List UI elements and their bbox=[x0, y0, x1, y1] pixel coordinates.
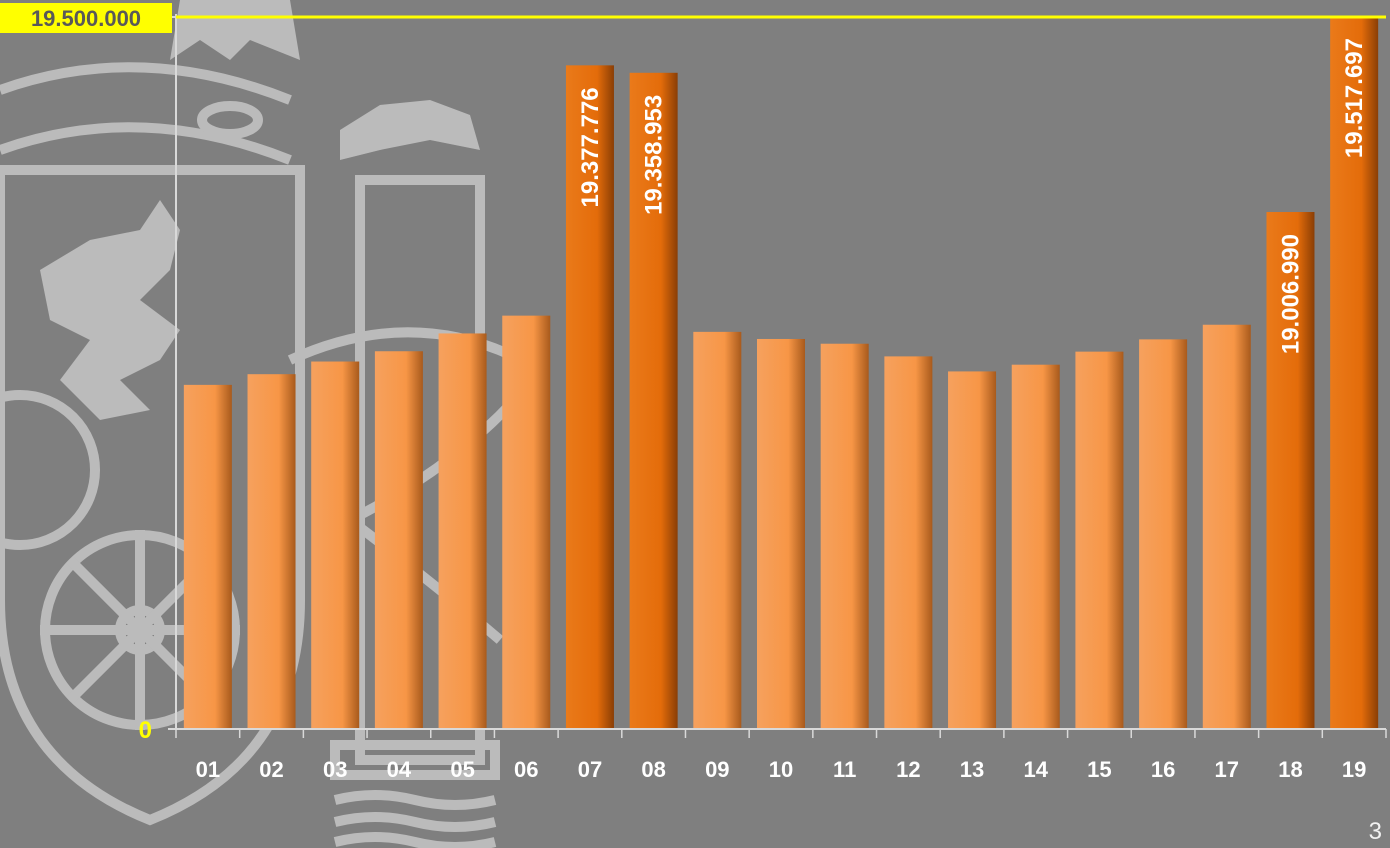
bar-16 bbox=[1139, 339, 1188, 729]
x-tick-label-10: 10 bbox=[769, 757, 793, 782]
value-label-19: 19.517.697 bbox=[1341, 38, 1368, 158]
value-label-08: 19.358.953 bbox=[641, 95, 668, 215]
y-tick-label-0: 0 bbox=[139, 717, 152, 744]
bar-07 bbox=[565, 65, 614, 730]
x-tick-label-06: 06 bbox=[514, 757, 538, 782]
bar-11 bbox=[820, 343, 869, 729]
bar-15 bbox=[1075, 351, 1124, 729]
bar-10 bbox=[757, 338, 805, 729]
bar-08 bbox=[629, 72, 678, 729]
x-tick-label-05: 05 bbox=[450, 757, 474, 782]
x-tick-label-03: 03 bbox=[323, 757, 347, 782]
page-number: 3 bbox=[1368, 818, 1382, 845]
labels-group: 01 02 03 04 05 06 07 19.377.776 08 19.358.953 09 10… bbox=[0, 3, 1368, 782]
x-tick-label-11: 11 bbox=[833, 757, 856, 782]
x-tick-label-07: 07 bbox=[578, 757, 602, 782]
bar-09 bbox=[693, 331, 742, 729]
bar-01 bbox=[183, 384, 232, 729]
bar-19 bbox=[1330, 16, 1379, 729]
bar-12 bbox=[884, 356, 933, 729]
value-label-18: 19.006.990 bbox=[1277, 234, 1304, 354]
bars-group bbox=[183, 16, 1379, 730]
bar-05 bbox=[438, 333, 487, 729]
axis-group bbox=[168, 14, 1387, 738]
x-tick-label-08: 08 bbox=[641, 757, 665, 782]
reference-label-box bbox=[0, 3, 172, 33]
bar-18 bbox=[1266, 212, 1315, 730]
x-tick-label-19: 19 bbox=[1342, 757, 1366, 782]
bar-03 bbox=[311, 361, 360, 729]
bar-04 bbox=[374, 351, 423, 729]
value-label-07: 19.377.776 bbox=[577, 87, 604, 207]
x-tick-label-17: 17 bbox=[1215, 757, 1239, 782]
x-tick-label-09: 09 bbox=[705, 757, 729, 782]
x-tick-label-15: 15 bbox=[1087, 757, 1111, 782]
bar-06 bbox=[502, 315, 551, 729]
x-tick-label-02: 02 bbox=[259, 757, 283, 782]
x-tick-label-16: 16 bbox=[1151, 757, 1175, 782]
reference-line-label: 19.500.000 bbox=[31, 6, 141, 31]
bar-02 bbox=[247, 374, 296, 729]
bar-13 bbox=[948, 371, 997, 729]
x-tick-label-04: 04 bbox=[387, 757, 412, 782]
bar-14 bbox=[1011, 364, 1060, 729]
x-tick-label-14: 14 bbox=[1023, 757, 1048, 782]
x-tick-label-13: 13 bbox=[960, 757, 984, 782]
x-tick-label-01: 01 bbox=[196, 757, 220, 782]
x-tick-label-18: 18 bbox=[1278, 757, 1302, 782]
bar-17 bbox=[1202, 324, 1251, 729]
x-tick-label-12: 12 bbox=[896, 757, 920, 782]
